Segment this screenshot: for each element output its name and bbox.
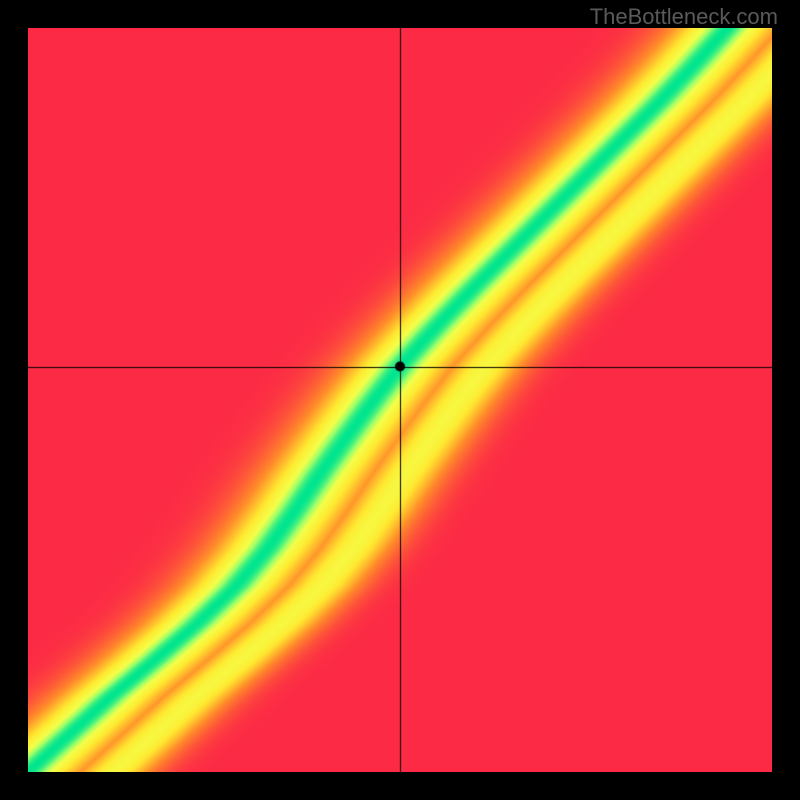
bottleneck-heatmap: [28, 28, 772, 772]
watermark-label: TheBottleneck.com: [590, 4, 778, 30]
